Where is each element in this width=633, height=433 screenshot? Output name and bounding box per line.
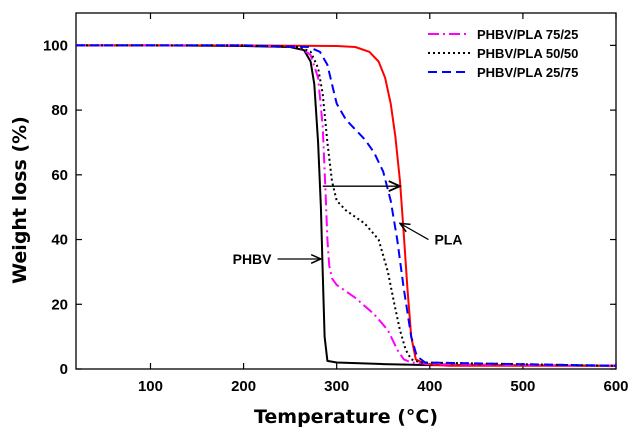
series-line-5 [76, 44, 617, 367]
annotation-label: PHBV [233, 251, 273, 267]
y-tick-label: 40 [51, 232, 68, 249]
legend: PHBV/PLA 75/25 PHBV/PLA 50/50 PHBV/PLA 25/… [428, 27, 578, 80]
y-tick-label: 0 [60, 361, 68, 378]
x-tick-label: 400 [417, 378, 442, 395]
y-axis-title: Weight loss (%) [9, 116, 31, 284]
y-tick-label: 20 [51, 296, 68, 313]
series-line-2 [76, 44, 616, 367]
legend-label: PHBV/PLA 50/50 [477, 46, 578, 61]
y-tick-label: 80 [51, 102, 68, 119]
annotation-arrow [400, 223, 429, 241]
x-tick-label: 100 [138, 378, 163, 395]
x-tick-label: 200 [231, 378, 256, 395]
y-tick-label: 100 [43, 37, 68, 54]
x-tick-labels: 100 200 300 400 500 600 [138, 378, 629, 395]
y-tick-label: 60 [51, 167, 68, 184]
plot-frame [75, 12, 617, 370]
x-tick-label: 300 [324, 378, 349, 395]
annotation-layer: PHBV PLA [233, 186, 462, 267]
legend-label: PHBV/PLA 25/75 [477, 65, 578, 80]
legend-label: PHBV/PLA 75/25 [477, 27, 578, 42]
series-layer [76, 44, 617, 367]
annotation-label: PLA [434, 232, 462, 248]
x-axis-title: Temperature (°C) [254, 406, 438, 428]
y-tick-labels: 0 20 40 60 80 100 [43, 37, 68, 378]
x-tick-label: 600 [603, 378, 628, 395]
x-tick-label: 500 [510, 378, 535, 395]
